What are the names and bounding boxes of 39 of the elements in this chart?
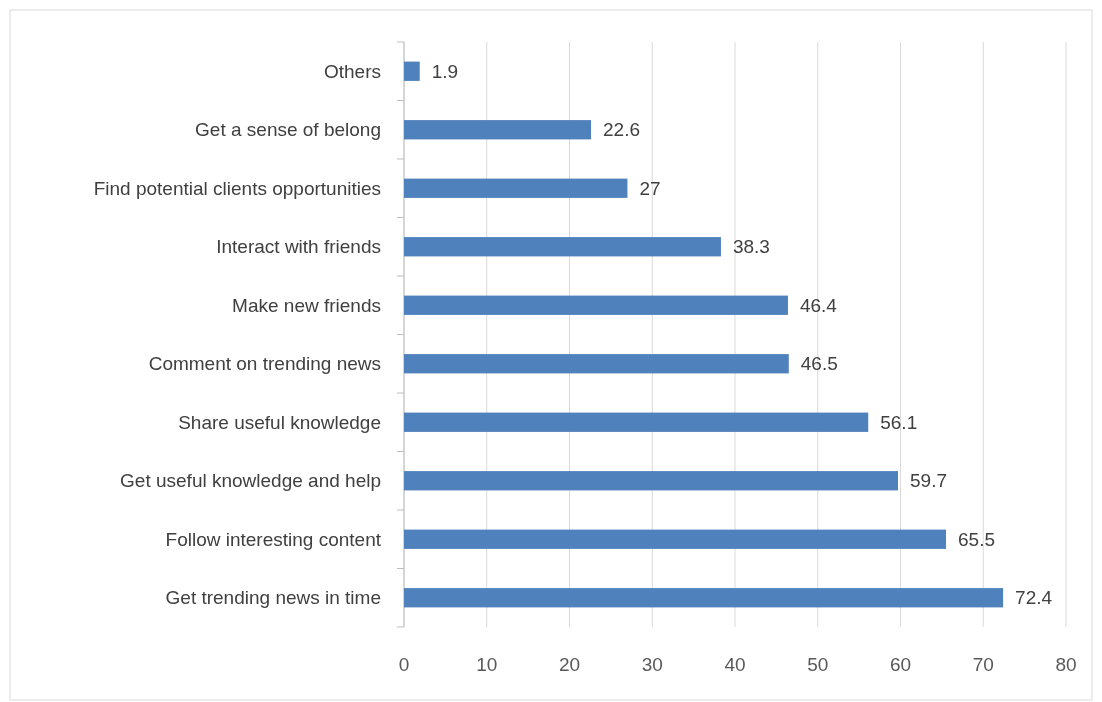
bar [404,354,789,374]
bar [404,61,420,81]
data-label: 46.5 [800,353,838,375]
bar [404,529,947,549]
x-tick-label: 40 [724,654,746,675]
bar [404,412,869,432]
data-label: 1.9 [431,60,459,82]
x-tick-label: 0 [398,654,410,675]
x-tick-label: 70 [972,654,994,675]
data-label: 56.1 [880,411,918,433]
y-tick-label: Get a sense of belong [195,119,381,141]
x-tick-label: 10 [476,654,498,675]
x-tick-label: 50 [807,654,829,675]
bar [404,588,1004,608]
x-tick-label: 60 [889,654,912,675]
y-tick-label: Follow interesting content [165,528,382,550]
data-label: 22.6 [603,119,640,141]
y-tick-label: Make new friends [232,294,381,316]
data-label: 59.7 [910,470,947,492]
y-tick-label: Others [323,60,381,82]
bar [404,471,899,491]
y-tick-label: Comment on trending news [148,353,381,375]
x-tick-label: 20 [558,654,581,675]
data-label: 38.3 [732,236,770,258]
x-tick-label: 80 [1055,654,1077,675]
x-tick-label: 30 [641,654,663,675]
y-tick-label: Find potential clients opportunities [93,177,381,199]
data-label: 46.4 [799,294,838,316]
bar [404,295,788,315]
y-tick-label: Share useful knowledge [178,411,381,433]
y-tick-label: Get trending news in time [165,587,381,609]
bar [404,178,628,198]
y-tick-label: Get useful knowledge and help [120,470,381,492]
data-label: 27 [639,177,661,199]
bar [404,120,592,140]
bar [404,237,721,257]
data-label: 72.4 [1015,587,1053,609]
y-tick-label: Interact with friends [216,236,381,258]
data-label: 65.5 [958,528,995,550]
